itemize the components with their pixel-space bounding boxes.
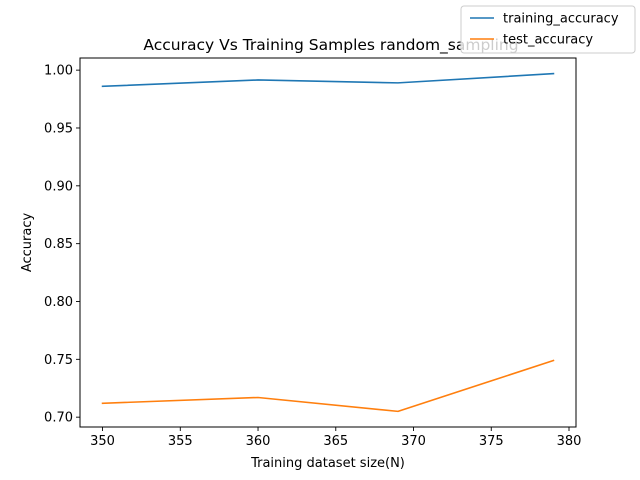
legend-label: test_accuracy <box>503 33 593 48</box>
series-line-training_accuracy <box>101 72 555 88</box>
x-tick-label: 370 <box>401 434 426 449</box>
y-tick-label: 0.70 <box>44 411 73 426</box>
y-tick-label: 0.90 <box>44 179 73 194</box>
x-tick-label: 380 <box>557 434 582 449</box>
y-axis-ticks: 0.70 0.75 0.80 0.85 0.90 0.95 1.00 <box>44 64 80 426</box>
y-axis-label: Accuracy <box>20 213 35 273</box>
legend-label: training_accuracy <box>503 12 619 27</box>
x-tick-label: 375 <box>479 434 504 449</box>
y-tick-label: 0.85 <box>44 237 73 252</box>
x-tick-label: 365 <box>323 434 348 449</box>
y-tick-label: 0.75 <box>44 353 73 368</box>
plot-area <box>80 58 576 427</box>
legend: training_accuracy test_accuracy <box>460 5 636 54</box>
x-axis-label: Training dataset size(N) <box>250 456 405 471</box>
y-tick-label: 0.80 <box>44 295 73 310</box>
series-line-test_accuracy <box>101 359 555 413</box>
y-tick-label: 0.95 <box>44 121 73 136</box>
x-tick-label: 350 <box>90 434 115 449</box>
chart-title: Accuracy Vs Training Samples random_samp… <box>143 36 518 55</box>
x-tick-label: 360 <box>246 434 271 449</box>
x-tick-label: 355 <box>168 434 193 449</box>
axes-frame <box>79 57 577 428</box>
x-axis-ticks: 350 355 360 365 370 375 380 <box>90 427 581 449</box>
y-tick-label: 1.00 <box>44 64 73 79</box>
series-layer <box>101 72 555 413</box>
legend-box <box>460 5 636 54</box>
